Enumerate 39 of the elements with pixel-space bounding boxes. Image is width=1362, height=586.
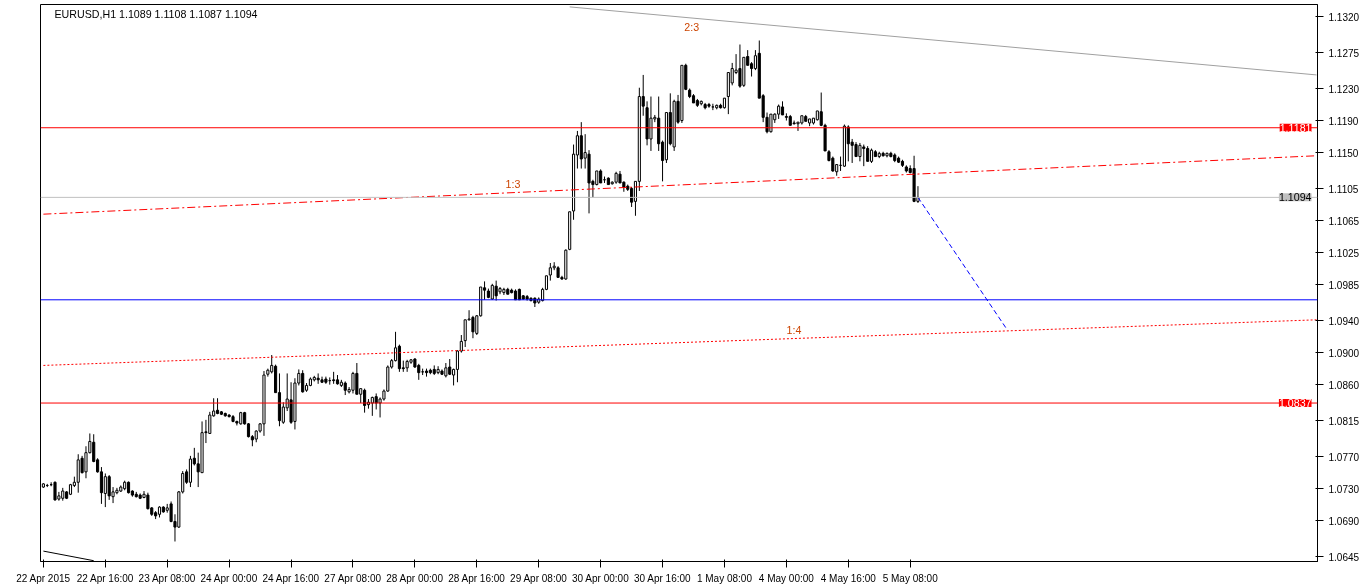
- x-tick-label: 30 Apr 16:00: [633, 572, 692, 584]
- y-tick-label: 1.0985: [1328, 279, 1360, 291]
- y-tick-label: 1.0730: [1328, 483, 1360, 495]
- annotation: 2:3: [684, 21, 700, 34]
- y-tick-label: 1.1275: [1328, 47, 1360, 59]
- x-tick-label: 24 Apr 16:00: [262, 572, 320, 584]
- y-tick-label: 1.0940: [1328, 315, 1360, 327]
- x-tick-label: 4 May 16:00: [820, 572, 877, 584]
- x-tick-label: 1 May 08:00: [696, 572, 753, 584]
- y-tick-label: 1.1230: [1328, 83, 1360, 95]
- y-tick-label: 1.1025: [1328, 247, 1360, 259]
- y-tick-label: 1.1150: [1328, 147, 1359, 159]
- y-tick-label: 1.1190: [1328, 115, 1359, 127]
- y-tick-label: 1.0815: [1328, 415, 1360, 427]
- y-tick-label: 1.0770: [1328, 451, 1360, 463]
- y-tick-label: 1.0645: [1328, 551, 1360, 563]
- x-tick-label: 22 Apr 16:00: [76, 572, 134, 584]
- y-tick-label: 1.0900: [1328, 347, 1360, 359]
- y-tick-label: 1.0860: [1328, 379, 1360, 391]
- chart-title: EURUSD,H1 1.1089 1.1108 1.1087 1.1094: [54, 7, 258, 20]
- x-tick-label: 5 May 08:00: [882, 572, 939, 584]
- y-tick-label: 1.0690: [1328, 515, 1360, 527]
- x-tick-label: 27 Apr 08:00: [324, 572, 382, 584]
- annotation: 1:3: [505, 177, 521, 190]
- y-tick-label: 1.1105: [1328, 183, 1359, 195]
- x-tick-label: 24 Apr 00:00: [200, 572, 258, 584]
- x-tick-label: 29 Apr 08:00: [510, 572, 568, 584]
- ref-line-label: 1.0837: [1278, 397, 1312, 410]
- y-tick-label: 1.1065: [1328, 215, 1360, 227]
- x-tick-label: 28 Apr 16:00: [448, 572, 506, 584]
- ref-line-label: 1.1094: [1278, 191, 1312, 204]
- x-tick-label: 30 Apr 00:00: [572, 572, 630, 584]
- ref-line-label: 1.1181: [1279, 121, 1312, 134]
- y-tick-label: 1.1320: [1328, 11, 1360, 23]
- annotation: 1:4: [786, 323, 802, 336]
- x-tick-label: 23 Apr 08:00: [138, 572, 196, 584]
- x-tick-label: 22 Apr 2015: [16, 572, 71, 584]
- x-tick-label: 4 May 00:00: [758, 572, 815, 584]
- x-tick-label: 28 Apr 00:00: [386, 572, 444, 584]
